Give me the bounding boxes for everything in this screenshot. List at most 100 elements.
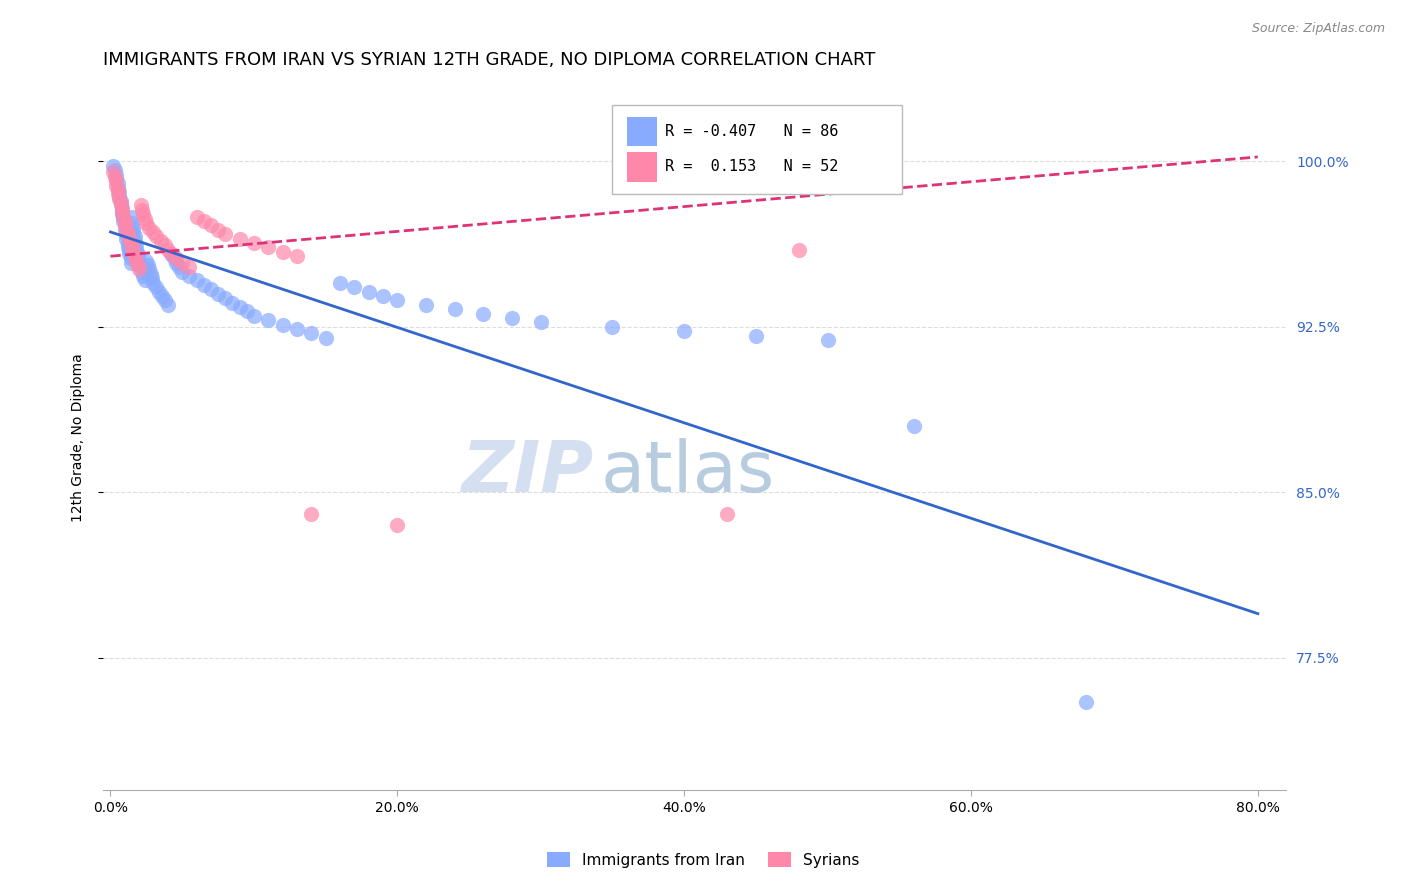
Point — [179, 260, 201, 275]
Point — [159, 247, 181, 261]
Point — [142, 225, 165, 239]
Point — [110, 194, 132, 208]
Point — [136, 258, 159, 272]
Point — [787, 243, 810, 257]
Point — [156, 243, 179, 257]
Point — [129, 198, 152, 212]
Point — [207, 286, 229, 301]
Point — [387, 293, 409, 308]
Point — [235, 304, 257, 318]
Point — [172, 265, 194, 279]
Point — [127, 252, 149, 266]
Point — [207, 223, 229, 237]
Point — [243, 235, 266, 250]
Point — [271, 244, 294, 259]
Point — [315, 331, 337, 345]
Point — [120, 235, 142, 250]
Point — [329, 276, 352, 290]
Point — [134, 211, 156, 226]
Point — [472, 307, 495, 321]
Text: Source: ZipAtlas.com: Source: ZipAtlas.com — [1251, 22, 1385, 36]
Point — [127, 258, 149, 272]
Point — [103, 165, 125, 179]
Point — [193, 214, 215, 228]
Point — [117, 240, 139, 254]
Point — [117, 235, 139, 250]
Text: IMMIGRANTS FROM IRAN VS SYRIAN 12TH GRADE, NO DIPLOMA CORRELATION CHART: IMMIGRANTS FROM IRAN VS SYRIAN 12TH GRAD… — [103, 51, 876, 69]
Legend: Immigrants from Iran, Syrians: Immigrants from Iran, Syrians — [538, 844, 868, 875]
Point — [108, 189, 131, 203]
Point — [131, 202, 153, 217]
Point — [165, 252, 187, 266]
Point — [124, 234, 146, 248]
Point — [121, 240, 143, 254]
Point — [179, 268, 201, 283]
Bar — [627, 152, 657, 182]
Point — [148, 285, 170, 299]
Point — [107, 183, 129, 197]
Point — [127, 247, 149, 261]
Point — [156, 298, 179, 312]
Point — [141, 271, 163, 285]
Point — [371, 289, 394, 303]
Point — [107, 181, 129, 195]
Point — [200, 219, 222, 233]
Point — [138, 220, 160, 235]
Point — [257, 313, 280, 327]
Point — [114, 219, 136, 233]
Point — [132, 207, 155, 221]
Point — [105, 168, 128, 182]
Point — [134, 273, 156, 287]
Point — [105, 174, 128, 188]
Point — [139, 267, 162, 281]
Text: atlas: atlas — [600, 438, 775, 507]
Point — [745, 328, 768, 343]
Point — [107, 177, 129, 191]
Point — [112, 210, 135, 224]
Point — [145, 280, 167, 294]
Point — [165, 256, 187, 270]
Point — [299, 326, 322, 341]
Point — [118, 231, 141, 245]
Point — [285, 249, 308, 263]
Point — [1074, 695, 1097, 709]
Point — [115, 227, 138, 242]
Point — [132, 268, 155, 283]
Point — [124, 229, 146, 244]
Point — [107, 187, 129, 202]
Point — [200, 282, 222, 296]
Point — [817, 333, 839, 347]
Point — [299, 508, 322, 522]
Point — [357, 285, 380, 299]
Point — [108, 186, 131, 200]
Point — [128, 256, 150, 270]
Point — [110, 198, 132, 212]
Point — [111, 201, 134, 215]
Point — [228, 231, 250, 245]
Point — [673, 324, 696, 338]
Point — [214, 291, 236, 305]
Point — [120, 252, 142, 266]
Text: R =  0.153   N = 52: R = 0.153 N = 52 — [665, 160, 839, 174]
Point — [135, 216, 157, 230]
Point — [271, 318, 294, 332]
Point — [145, 229, 167, 244]
Y-axis label: 12th Grade, No Diploma: 12th Grade, No Diploma — [72, 352, 86, 522]
Point — [128, 262, 150, 277]
Point — [131, 265, 153, 279]
Point — [111, 205, 134, 219]
Point — [214, 227, 236, 242]
Point — [172, 256, 194, 270]
Point — [118, 247, 141, 261]
Point — [257, 240, 280, 254]
Point — [108, 192, 131, 206]
Point — [716, 508, 738, 522]
Point — [138, 262, 160, 277]
Point — [115, 223, 138, 237]
Point — [112, 210, 135, 224]
Point — [124, 249, 146, 263]
Point — [111, 207, 134, 221]
Point — [112, 214, 135, 228]
Point — [115, 231, 138, 245]
Point — [602, 319, 624, 334]
